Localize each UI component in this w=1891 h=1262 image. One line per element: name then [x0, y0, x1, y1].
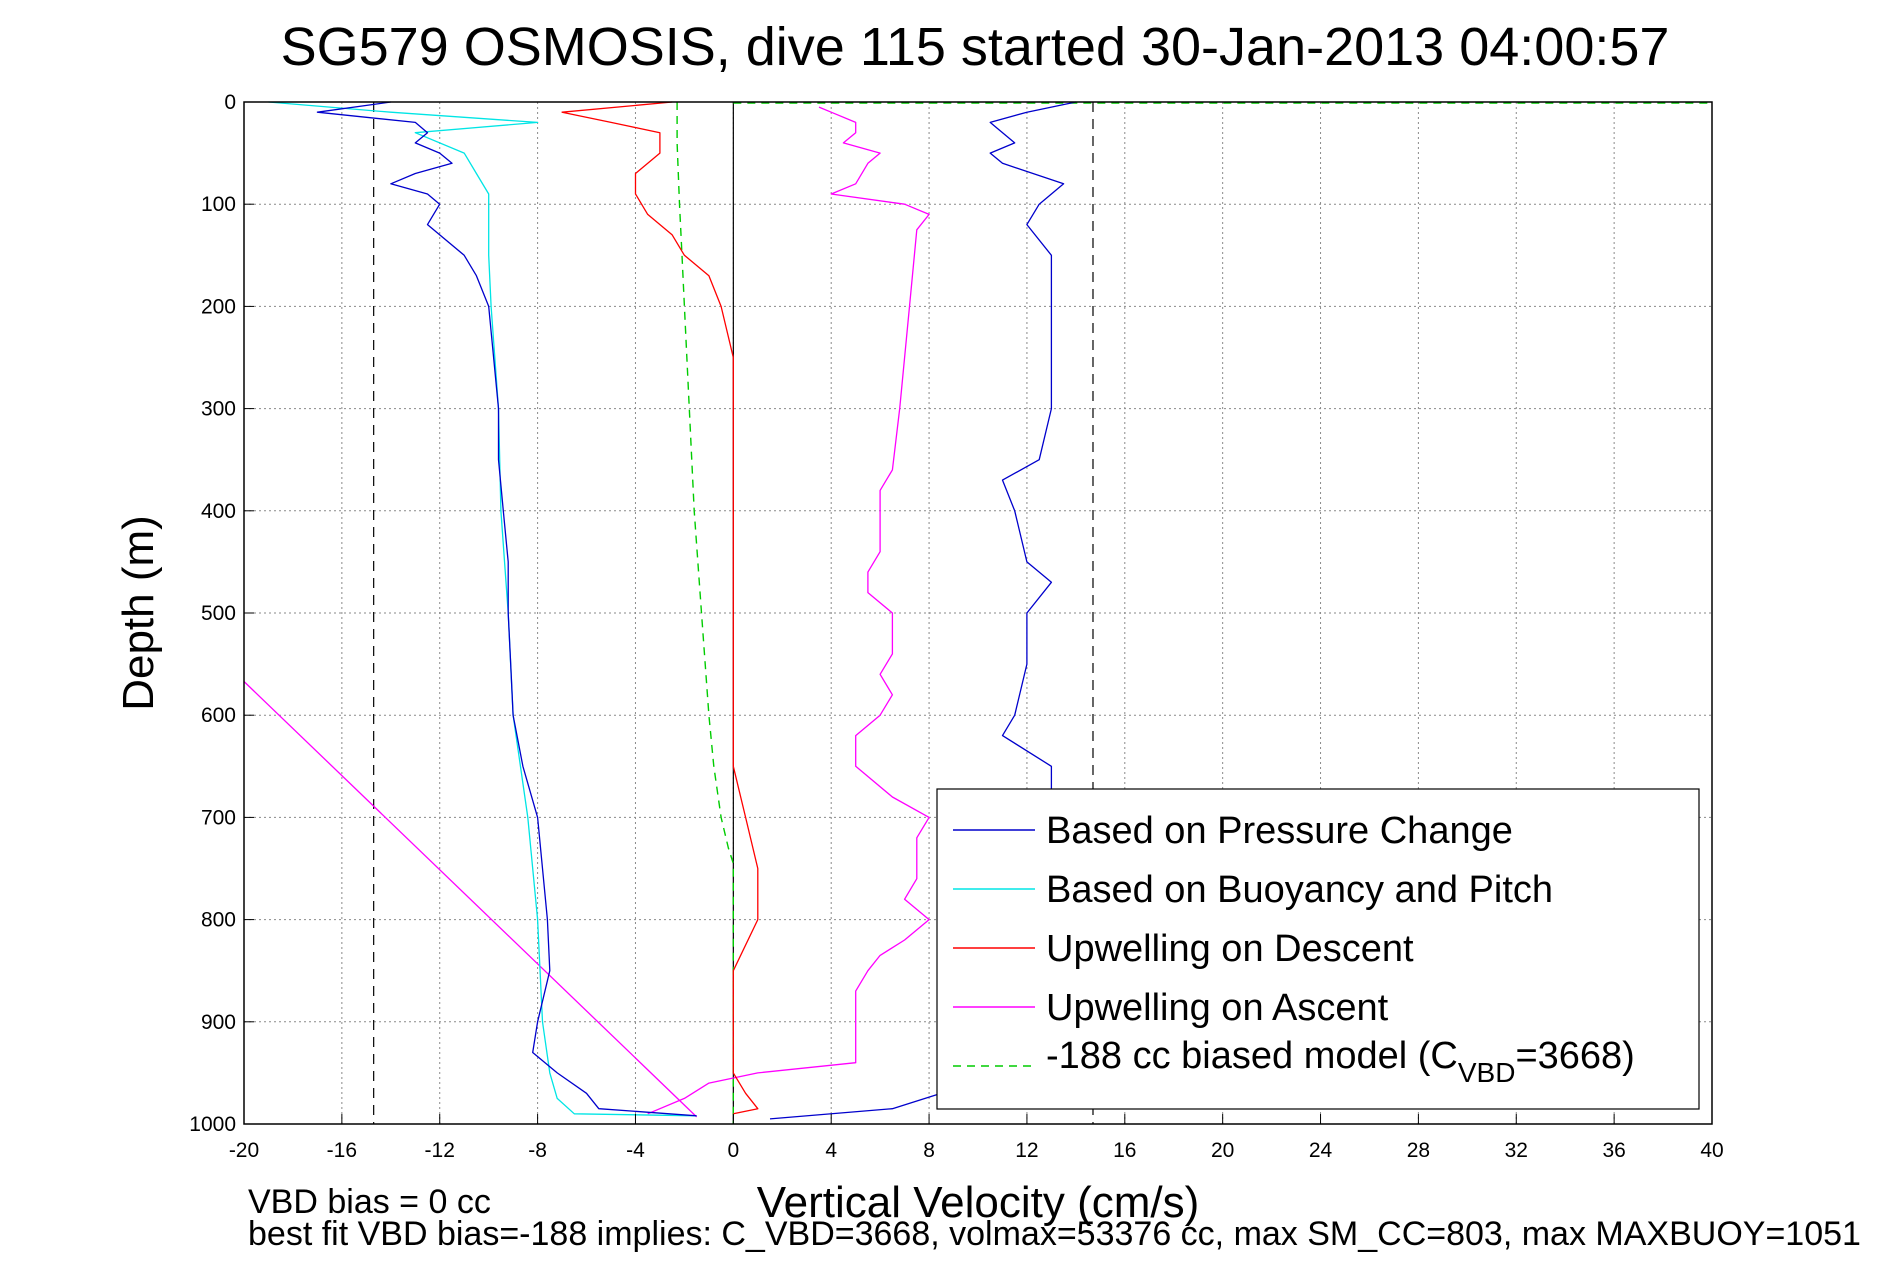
series-upwelling-ascent-line: [243, 681, 698, 1118]
footer-line-2: best fit VBD bias=-188 implies: C_VBD=36…: [248, 1215, 1861, 1253]
chart-title: SG579 OSMOSIS, dive 115 started 30-Jan-2…: [281, 17, 1670, 77]
legend-label-model: -188 cc biased model (CVBD=3668): [1046, 1035, 1635, 1088]
x-tick-label: 0: [727, 1139, 739, 1162]
x-axis-label: Vertical Velocity (cm/s): [757, 1178, 1200, 1227]
x-tick-label: 8: [923, 1139, 935, 1162]
x-ticks: -20 -16 -12 -8 -4 0 4 8 12 16 20 24 28 32 36 40: [229, 1114, 1724, 1162]
x-tick-label: -8: [528, 1139, 547, 1162]
legend-label-pressure: Based on Pressure Change: [1046, 810, 1513, 852]
y-tick-label: 600: [201, 704, 236, 727]
x-tick-label: 4: [825, 1139, 837, 1162]
x-tick-label: 40: [1700, 1139, 1723, 1162]
y-axis-label: Depth (m): [114, 515, 163, 711]
x-tick-label: 20: [1211, 1139, 1234, 1162]
series-group: [243, 101, 1712, 1124]
series-upwelling-descent: [561, 101, 759, 1115]
x-tick-label: -4: [626, 1139, 645, 1162]
y-tick-label: 200: [201, 295, 236, 318]
series-biased-model: [676, 102, 734, 1124]
series-pressure-change-descent: [316, 101, 697, 1117]
series-buoyancy-pitch: [268, 101, 697, 1117]
y-tick-label: 400: [201, 500, 236, 523]
y-tick-label: 500: [201, 602, 236, 625]
y-tick-label: 1000: [189, 1113, 236, 1136]
series-upwelling-ascent: [647, 106, 930, 1115]
x-tick-label: 28: [1407, 1139, 1430, 1162]
y-tick-label: 300: [201, 398, 236, 421]
x-tick-label: 36: [1602, 1139, 1625, 1162]
x-tick-label: 24: [1309, 1139, 1333, 1162]
legend: Based on Pressure Change Based on Buoyan…: [936, 788, 1700, 1110]
x-tick-label: 12: [1015, 1139, 1038, 1162]
y-tick-label: 700: [201, 806, 236, 829]
y-tick-label: 0: [224, 91, 236, 114]
y-tick-label: 800: [201, 909, 236, 932]
x-tick-label: -16: [327, 1139, 357, 1162]
x-tick-label: -20: [229, 1139, 259, 1162]
y-tick-label: 900: [201, 1011, 236, 1034]
legend-label-buoyancy: Based on Buoyancy and Pitch: [1046, 869, 1553, 911]
legend-label-ascent: Upwelling on Ascent: [1046, 987, 1389, 1029]
legend-label-descent: Upwelling on Descent: [1046, 928, 1414, 970]
footer-line-1: VBD bias = 0 cc: [248, 1183, 491, 1221]
x-tick-label: 16: [1113, 1139, 1136, 1162]
legend-box: [936, 788, 1700, 1110]
y-ticks: 0 100 200 300 400 500 600 700 800 900 1000: [189, 91, 254, 1136]
y-tick-label: 100: [201, 193, 236, 216]
x-tick-label: -12: [425, 1139, 455, 1162]
x-tick-label: 32: [1505, 1139, 1528, 1162]
